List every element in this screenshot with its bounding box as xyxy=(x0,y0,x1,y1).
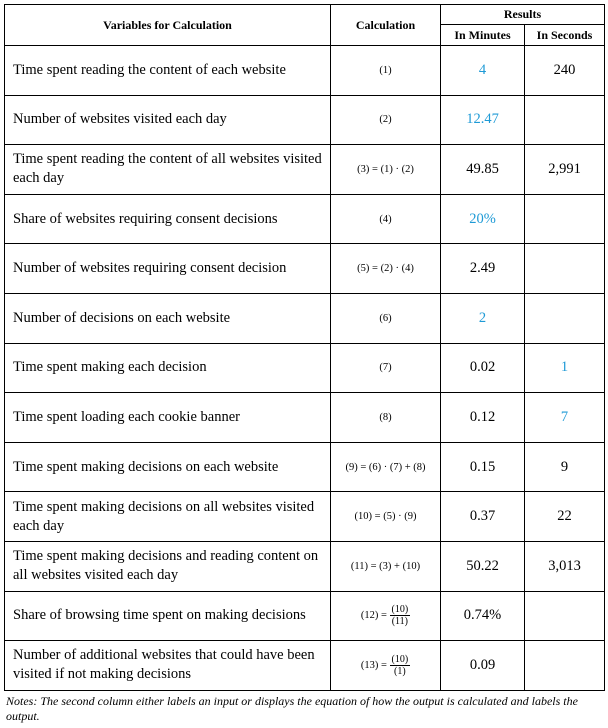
calculation-cell: (5) = (2) · (4) xyxy=(330,243,441,294)
calculation-table: Variables for Calculation Calculation Re… xyxy=(4,4,605,691)
fraction-numerator: (10) xyxy=(389,604,411,617)
fraction-denominator: (1) xyxy=(394,665,406,677)
table-row: Number of websites requiring consent dec… xyxy=(4,243,605,294)
seconds-value: 1 xyxy=(524,342,605,394)
calculation-cell: (6) xyxy=(330,292,441,344)
seconds-value xyxy=(524,94,605,146)
header-in-seconds: In Seconds xyxy=(524,24,605,46)
document: Variables for Calculation Calculation Re… xyxy=(4,4,605,724)
seconds-value xyxy=(524,243,605,294)
table-row: Number of websites visited each day (2) 12… xyxy=(4,94,605,146)
calculation-cell: (1) xyxy=(330,45,441,96)
fraction-denominator: (11) xyxy=(391,616,408,628)
variable-label: Time spent making decisions on each webs… xyxy=(4,441,331,493)
variable-label: Time spent loading each cookie banner xyxy=(4,392,331,443)
header-variables: Variables for Calculation xyxy=(4,4,331,46)
header-in-minutes: In Minutes xyxy=(440,24,525,46)
calculation-cell: (10) = (5) · (9) xyxy=(330,491,441,542)
variable-label: Time spent making decisions on all websi… xyxy=(4,491,331,542)
fraction-numerator: (10) xyxy=(389,653,411,666)
seconds-value xyxy=(524,590,605,642)
calculation-cell: (7) xyxy=(330,342,441,394)
seconds-value xyxy=(524,640,605,691)
minutes-value: 20% xyxy=(440,193,525,245)
table-row: Time spent loading each cookie banner (8)… xyxy=(4,392,605,443)
variable-label: Share of websites requiring consent deci… xyxy=(4,193,331,245)
variable-label: Time spent reading the content of all we… xyxy=(4,144,331,195)
table-row: Time spent reading the content of each w… xyxy=(4,45,605,96)
table-body: Time spent reading the content of each w… xyxy=(4,45,605,691)
table-row: Time spent reading the content of all we… xyxy=(4,144,605,195)
calculation-cell: (3) = (1) · (2) xyxy=(330,144,441,195)
minutes-value: 50.22 xyxy=(440,540,525,592)
calc-lhs: (13) = xyxy=(360,659,387,671)
minutes-value: 0.12 xyxy=(440,392,525,443)
table-row: Time spent making each decision (7) 0.02 1 xyxy=(4,342,605,394)
calc-lhs: (12) = xyxy=(360,610,387,622)
table-row: Time spent making decisions on all websi… xyxy=(4,491,605,542)
table-row: Share of browsing time spent on making d… xyxy=(4,590,605,642)
fraction: (10) (1) xyxy=(389,653,411,677)
seconds-value: 3,013 xyxy=(524,540,605,592)
variable-label: Number of decisions on each website xyxy=(4,292,331,344)
minutes-value: 2.49 xyxy=(440,243,525,294)
seconds-value xyxy=(524,193,605,245)
seconds-value: 7 xyxy=(524,392,605,443)
calculation-cell: (11) = (3) + (10) xyxy=(330,540,441,592)
variable-label: Number of websites requiring consent dec… xyxy=(4,243,331,294)
minutes-value: 49.85 xyxy=(440,144,525,195)
variable-label: Time spent reading the content of each w… xyxy=(4,45,331,96)
calculation-cell: (2) xyxy=(330,94,441,146)
minutes-value: 0.74% xyxy=(440,590,525,642)
header-calculation: Calculation xyxy=(330,4,441,46)
calculation-cell: (9) = (6) · (7) + (8) xyxy=(330,441,441,493)
seconds-value: 240 xyxy=(524,45,605,96)
variable-label: Number of additional websites that could… xyxy=(4,640,331,691)
variable-label: Number of websites visited each day xyxy=(4,94,331,146)
minutes-value: 4 xyxy=(440,45,525,96)
table-row: Number of decisions on each website (6) 2 xyxy=(4,292,605,344)
minutes-value: 0.15 xyxy=(440,441,525,493)
table-notes: Notes: The second column either labels a… xyxy=(6,693,578,723)
calculation-cell: (8) xyxy=(330,392,441,443)
table-row: Share of websites requiring consent deci… xyxy=(4,193,605,245)
variable-label: Time spent making each decision xyxy=(4,342,331,394)
minutes-value: 0.02 xyxy=(440,342,525,394)
minutes-value: 0.09 xyxy=(440,640,525,691)
header-results: Results xyxy=(440,4,605,25)
table-row: Number of additional websites that could… xyxy=(4,640,605,691)
minutes-value: 0.37 xyxy=(440,491,525,542)
seconds-value: 2,991 xyxy=(524,144,605,195)
seconds-value xyxy=(524,292,605,344)
table-row: Time spent making decisions and reading … xyxy=(4,540,605,592)
calculation-cell: (13) = (10) (1) xyxy=(330,640,441,691)
calculation-cell: (12) = (10) (11) xyxy=(330,590,441,642)
minutes-value: 12.47 xyxy=(440,94,525,146)
calculation-cell: (4) xyxy=(330,193,441,245)
minutes-value: 2 xyxy=(440,292,525,344)
seconds-value: 9 xyxy=(524,441,605,493)
fraction: (10) (11) xyxy=(389,604,411,628)
variable-label: Time spent making decisions and reading … xyxy=(4,540,331,592)
variable-label: Share of browsing time spent on making d… xyxy=(4,590,331,642)
seconds-value: 22 xyxy=(524,491,605,542)
table-row: Time spent making decisions on each webs… xyxy=(4,441,605,493)
